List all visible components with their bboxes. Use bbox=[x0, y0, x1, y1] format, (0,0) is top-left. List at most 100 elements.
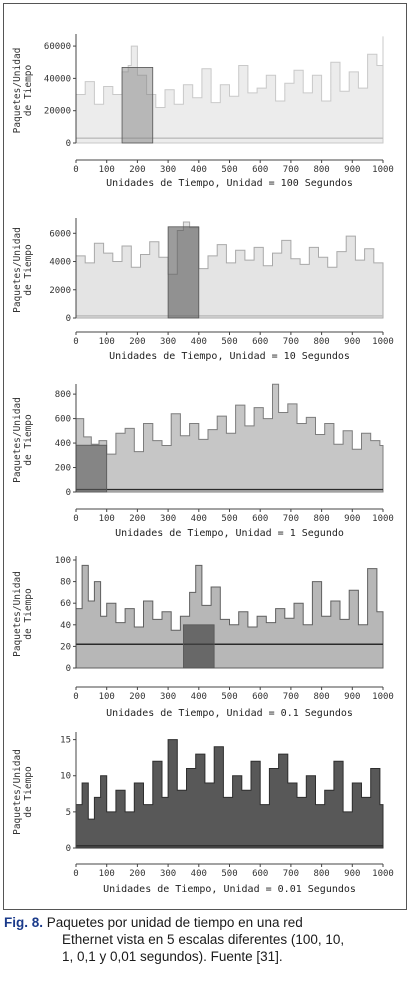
panel-3: 0 200 400 600 800 0 100 200 300 400 500 600 700 800 90… bbox=[12, 383, 394, 539]
x-tick-label: 0 bbox=[73, 692, 78, 702]
y-tick-label: 600 bbox=[55, 415, 71, 425]
y-tick-label: 2000 bbox=[49, 286, 71, 296]
x-tick-label: 800 bbox=[313, 337, 329, 347]
x-tick-label: 600 bbox=[252, 514, 268, 524]
x-axis-label-4: Unidades de Tiempo, Unidad = 0.1 Segundo… bbox=[106, 708, 353, 719]
x-tick-label: 500 bbox=[221, 514, 237, 524]
y-axis-label-4: Paquetes/Unidadde Tiempo bbox=[12, 571, 34, 657]
x-tick-label: 200 bbox=[129, 514, 145, 524]
figure-caption: Fig. 8. Paquetes por unidad de tiempo en… bbox=[4, 914, 406, 965]
y-axis-label-2: Paquetes/Unidadde Tiempo bbox=[12, 227, 34, 313]
x-tick-label: 1000 bbox=[372, 165, 394, 175]
x-tick-label: 400 bbox=[191, 869, 207, 879]
y-tick-label: 40 bbox=[60, 621, 71, 631]
series-area-2 bbox=[75, 221, 384, 319]
y-tick-label: 20000 bbox=[44, 107, 71, 117]
x-axis-label-2: Unidades de Tiempo, Unidad = 10 Segundos bbox=[109, 351, 350, 362]
x-tick-label: 600 bbox=[252, 165, 268, 175]
x-tick-label: 100 bbox=[99, 692, 115, 702]
caption-line-3: 1, 0,1 y 0,01 segundos). Fuente [31]. bbox=[62, 949, 283, 964]
series-area-4 bbox=[75, 564, 384, 669]
x-tick-label: 800 bbox=[313, 165, 329, 175]
x-tick-label: 200 bbox=[129, 869, 145, 879]
y-tick-label: 4000 bbox=[49, 258, 71, 268]
zoom-window-4 bbox=[183, 624, 215, 669]
x-tick-label: 300 bbox=[160, 514, 176, 524]
x-tick-label: 100 bbox=[99, 337, 115, 347]
x-tick-label: 900 bbox=[344, 692, 360, 702]
x-tick-label: 200 bbox=[129, 337, 145, 347]
y-tick-label: 60 bbox=[60, 599, 71, 609]
y-tick-label: 0 bbox=[66, 139, 71, 149]
y-tick-label: 10 bbox=[60, 772, 71, 782]
y-tick-label: 0 bbox=[66, 664, 71, 674]
caption-line-1: Paquetes por unidad de tiempo en una red bbox=[46, 915, 303, 930]
x-tick-label: 600 bbox=[252, 692, 268, 702]
x-tick-label: 400 bbox=[191, 692, 207, 702]
y-tick-label: 400 bbox=[55, 439, 71, 449]
y-tick-label: 20 bbox=[60, 642, 71, 652]
x-tick-label: 300 bbox=[160, 692, 176, 702]
panel-5: 0 5 10 15 0 100 200 300 400 500 600 700 800 900 1000 Un… bbox=[12, 732, 394, 895]
x-tick-label: 400 bbox=[191, 337, 207, 347]
y-tick-label: 0 bbox=[66, 314, 71, 324]
y-axis-label-1: Paquetes/Unidadde Tiempo bbox=[12, 48, 34, 134]
x-tick-label: 300 bbox=[160, 337, 176, 347]
y-axis-label-3: Paquetes/Unidadde Tiempo bbox=[12, 397, 34, 483]
y-tick-label: 0 bbox=[66, 844, 71, 854]
x-tick-label: 700 bbox=[283, 692, 299, 702]
x-tick-label: 600 bbox=[252, 869, 268, 879]
x-tick-label: 900 bbox=[344, 869, 360, 879]
x-axis-label-3: Unidades de Tiempo, Unidad = 1 Segundo bbox=[115, 528, 344, 539]
zoom-window-3 bbox=[75, 444, 108, 493]
zoom-window-1 bbox=[121, 67, 154, 144]
x-tick-label: 500 bbox=[221, 869, 237, 879]
x-tick-label: 1000 bbox=[372, 337, 394, 347]
figure-number: Fig. 8. bbox=[4, 915, 44, 930]
y-tick-label: 100 bbox=[55, 556, 71, 566]
series-area-3 bbox=[75, 383, 384, 493]
panel-2: 0 2000 4000 6000 0 100 200 300 400 500 600 700 800 90… bbox=[12, 218, 394, 362]
x-tick-label: 0 bbox=[73, 337, 78, 347]
y-tick-label: 80 bbox=[60, 578, 71, 588]
y-tick-label: 200 bbox=[55, 464, 71, 474]
x-axis-label-1: Unidades de Tiempo, Unidad = 100 Segundo… bbox=[106, 178, 353, 189]
x-tick-label: 0 bbox=[73, 869, 78, 879]
y-tick-label: 60000 bbox=[44, 42, 71, 52]
x-tick-label: 500 bbox=[221, 165, 237, 175]
x-tick-label: 800 bbox=[313, 514, 329, 524]
x-tick-label: 200 bbox=[129, 165, 145, 175]
x-tick-label: 700 bbox=[283, 869, 299, 879]
x-tick-label: 300 bbox=[160, 869, 176, 879]
x-tick-label: 400 bbox=[191, 514, 207, 524]
y-tick-label: 40000 bbox=[44, 74, 71, 84]
x-tick-label: 100 bbox=[99, 165, 115, 175]
x-tick-label: 600 bbox=[252, 337, 268, 347]
x-tick-label: 800 bbox=[313, 869, 329, 879]
series-area-5 bbox=[75, 739, 384, 849]
y-tick-label: 800 bbox=[55, 390, 71, 400]
x-tick-label: 900 bbox=[344, 165, 360, 175]
x-tick-label: 500 bbox=[221, 337, 237, 347]
y-tick-label: 6000 bbox=[49, 229, 71, 239]
y-axis-label-5: Paquetes/Unidadde Tiempo bbox=[12, 749, 34, 835]
x-tick-label: 100 bbox=[99, 514, 115, 524]
x-tick-label: 100 bbox=[99, 869, 115, 879]
zoom-window-2 bbox=[167, 226, 200, 319]
x-tick-label: 800 bbox=[313, 692, 329, 702]
x-tick-label: 200 bbox=[129, 692, 145, 702]
x-tick-label: 700 bbox=[283, 337, 299, 347]
caption-line-2: Ethernet vista en 5 escalas diferentes (… bbox=[62, 932, 345, 947]
x-tick-label: 300 bbox=[160, 165, 176, 175]
x-tick-label: 1000 bbox=[372, 514, 394, 524]
x-tick-label: 900 bbox=[344, 337, 360, 347]
x-tick-label: 0 bbox=[73, 514, 78, 524]
x-tick-label: 0 bbox=[73, 165, 78, 175]
x-axis-label-5: Unidades de Tiempo, Unidad = 0.01 Segund… bbox=[103, 884, 356, 895]
y-tick-label: 15 bbox=[60, 736, 71, 746]
panel-1: 0 20000 40000 60000 0 100 200 300 400 500 600 700 80… bbox=[12, 34, 394, 189]
y-tick-label: 5 bbox=[66, 808, 71, 818]
x-tick-label: 700 bbox=[283, 514, 299, 524]
x-tick-label: 900 bbox=[344, 514, 360, 524]
